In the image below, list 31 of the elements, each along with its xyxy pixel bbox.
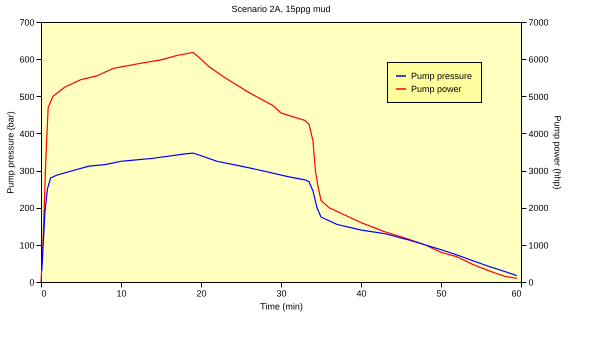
x-tick-label: 10 [116, 288, 127, 298]
y2-axis-title: Pump power (hhp) [552, 115, 563, 190]
y2-tick-label: 3000 [528, 166, 549, 176]
y-tick-label: 500 [19, 92, 34, 102]
x-tick-label: 30 [276, 288, 287, 298]
x-tick-label: 0 [42, 288, 47, 298]
chart-title: Scenario 2A, 15ppg mud [231, 4, 331, 14]
line-series [40, 52, 518, 283]
y2-tick-label: 6000 [528, 54, 549, 65]
y2-tick-label: 5000 [528, 92, 549, 102]
x-tick-label: 40 [356, 288, 367, 298]
y-tick-label: 600 [19, 54, 34, 65]
legend-label: Pump pressure [411, 71, 472, 81]
y2-tick-label: 2000 [528, 203, 549, 214]
x-tick-label: 50 [436, 288, 447, 298]
y-tick-label: 100 [19, 240, 34, 250]
y-tick-label: 700 [19, 18, 34, 28]
y2-tick-label: 4000 [528, 128, 549, 139]
legend-label: Pump power [411, 84, 462, 94]
x-axis-title: Time (min) [260, 302, 303, 312]
y2-tick-label: 1000 [528, 240, 549, 250]
y-tick-label: 200 [19, 203, 34, 214]
y-tick-label: 400 [19, 128, 34, 139]
y-axis-title: Pump pressure (bar) [5, 111, 16, 194]
y2-tick-label: 7000 [528, 18, 549, 28]
line-series [41, 152, 518, 276]
y-tick-label: 300 [19, 166, 34, 176]
y-tick-label: 0 [29, 278, 34, 288]
x-tick-label: 60 [511, 288, 522, 298]
y2-tick-label: 0 [528, 278, 534, 288]
x-tick-label: 20 [196, 288, 207, 298]
